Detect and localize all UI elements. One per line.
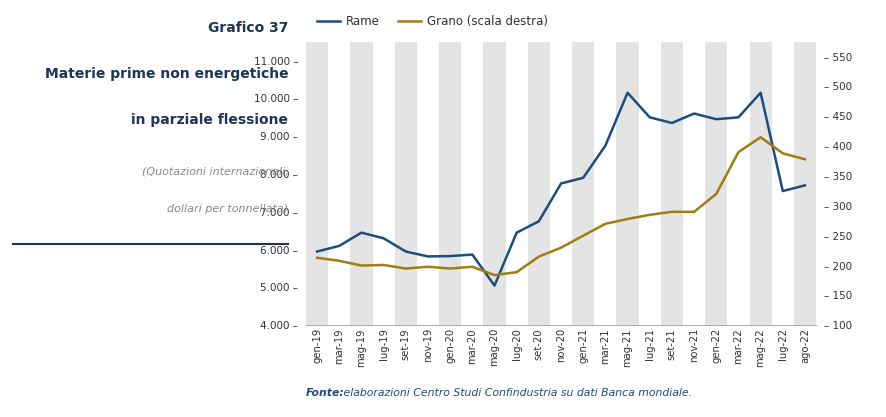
Bar <box>350 42 372 325</box>
Text: dollari per tonnellata): dollari per tonnellata) <box>167 204 288 214</box>
Text: Grafico 37: Grafico 37 <box>207 21 288 35</box>
Text: in parziale flessione: in parziale flessione <box>131 113 288 127</box>
Bar <box>704 42 727 325</box>
Bar <box>439 42 461 325</box>
Bar <box>483 42 505 325</box>
Text: elaborazioni Centro Studi Confindustria su dati Banca mondiale.: elaborazioni Centro Studi Confindustria … <box>339 388 691 398</box>
Bar <box>527 42 549 325</box>
Bar <box>571 42 594 325</box>
Bar <box>793 42 815 325</box>
Text: (Quotazioni internazionali,: (Quotazioni internazionali, <box>142 167 288 177</box>
Legend: Rame, Grano (scala destra): Rame, Grano (scala destra) <box>312 11 552 33</box>
Text: Fonte:: Fonte: <box>306 388 345 398</box>
Bar <box>394 42 416 325</box>
Text: Materie prime non energetiche: Materie prime non energetiche <box>44 67 288 81</box>
Bar <box>660 42 682 325</box>
Bar <box>749 42 771 325</box>
Bar <box>306 42 328 325</box>
Bar <box>616 42 638 325</box>
